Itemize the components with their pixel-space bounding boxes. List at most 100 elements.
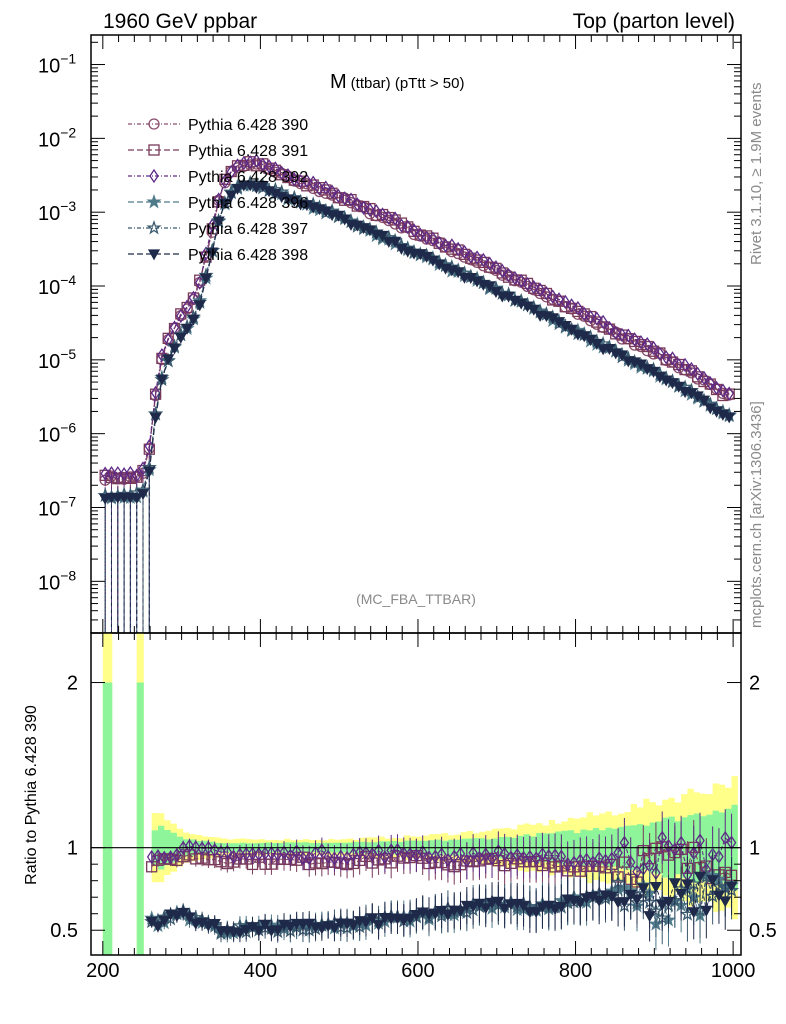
ratio-point (285, 848, 296, 863)
main-point (250, 182, 263, 194)
main-title: M (ttbar) (pTtt > 50) (330, 71, 464, 93)
main-point (371, 203, 381, 219)
main-point (440, 238, 451, 253)
main-point (465, 249, 476, 264)
ratio-point (656, 899, 669, 911)
ratio-point (328, 923, 341, 935)
main-point (598, 314, 608, 330)
ratio-point (580, 893, 593, 905)
legend-marker (149, 168, 159, 184)
main-ytick-exp: −6 (60, 420, 76, 436)
ratio-point (372, 920, 385, 932)
main-ytick-label: 10−7 (38, 493, 76, 520)
ratio-point (499, 846, 510, 862)
main-point (225, 190, 238, 202)
main-point (136, 489, 150, 501)
ratio-point (247, 846, 258, 861)
main-title-main: M (330, 71, 347, 93)
ratio-point (556, 849, 567, 864)
main-point (692, 366, 703, 381)
legend-label: Pythia 6.428 397 (188, 221, 308, 238)
ratio-panel: 0.5 0.5 1 1 2 2 200 400 600 800 1000 Ratio to Pyt… (23, 632, 777, 982)
ratio-point (588, 855, 598, 870)
main-point (592, 311, 602, 326)
ratio-point (454, 906, 467, 918)
main-point (547, 289, 558, 304)
ratio-point (468, 845, 478, 861)
main-point (661, 350, 671, 365)
ratio-point (284, 921, 297, 933)
main-point (295, 174, 306, 189)
ratio-point (618, 897, 631, 909)
main-point (635, 339, 647, 351)
main-point (409, 223, 419, 238)
main-point (376, 230, 389, 242)
main-point (718, 383, 728, 398)
ratio-point (687, 907, 700, 919)
main-point (218, 198, 232, 210)
ratio-point (184, 838, 195, 854)
ratio-point (380, 849, 390, 865)
ratio-point (643, 911, 656, 923)
main-title-sub: (ttbar) (pTtt > 50) (351, 75, 465, 92)
main-point (673, 357, 684, 373)
ratio-ytick-label: 2 (67, 673, 78, 695)
main-ytick-exp: −5 (60, 346, 76, 362)
ratio-point (720, 830, 731, 846)
main-point (680, 357, 690, 373)
ratio-ytick-label: 0.5 (50, 920, 78, 942)
legend-label: Pythia 6.428 390 (188, 117, 308, 134)
legend-marker (146, 193, 162, 209)
main-ytick-label: 10−3 (38, 198, 76, 225)
main-point (560, 294, 571, 310)
legend-marker (148, 144, 160, 156)
ratio-point (487, 851, 497, 866)
ratio-point (593, 895, 606, 907)
main-point (213, 192, 224, 207)
main-point (572, 305, 584, 318)
ratio-band-inner (102, 682, 113, 955)
ratio-point (525, 849, 535, 865)
main-point (452, 267, 465, 279)
main-point (302, 173, 312, 189)
main-point (667, 351, 678, 366)
main-point (458, 248, 471, 261)
ratio-point (271, 925, 284, 937)
ratio-point (158, 915, 171, 927)
ratio-point (531, 851, 541, 866)
main-point (283, 168, 293, 183)
ratio-point (719, 896, 732, 908)
main-point (199, 273, 213, 285)
ratio-point (492, 896, 505, 908)
legend-label: Pythia 6.428 392 (188, 169, 308, 186)
main-ytick-exp: −7 (60, 493, 76, 509)
main-point (547, 294, 559, 306)
main-point (497, 263, 508, 278)
main-point (143, 466, 156, 478)
ratio-point (467, 901, 480, 913)
main-point (566, 298, 577, 313)
main-point (636, 335, 646, 350)
main-point (579, 306, 589, 322)
ratio-point (172, 847, 182, 862)
ratio-point (203, 840, 214, 856)
ratio-point (726, 835, 737, 850)
ratio-point (410, 909, 423, 921)
ratio-point (304, 850, 315, 866)
main-point (149, 412, 162, 424)
main-point (478, 252, 489, 268)
legend: Pythia 6.428 390 Pythia 6.428 391 Pythia 6… (128, 117, 308, 264)
main-point (352, 197, 363, 212)
ratio-point (648, 902, 664, 918)
legend-label: Pythia 6.428 398 (188, 247, 308, 264)
ratio-point (637, 883, 650, 895)
legend-label: Pythia 6.428 391 (188, 143, 308, 160)
main-point (181, 323, 194, 335)
ratio-point (436, 847, 447, 862)
main-point (484, 261, 496, 273)
main-point (384, 210, 394, 225)
ratio-point (462, 853, 472, 868)
ratio-point (208, 919, 221, 931)
main-point (522, 276, 533, 292)
